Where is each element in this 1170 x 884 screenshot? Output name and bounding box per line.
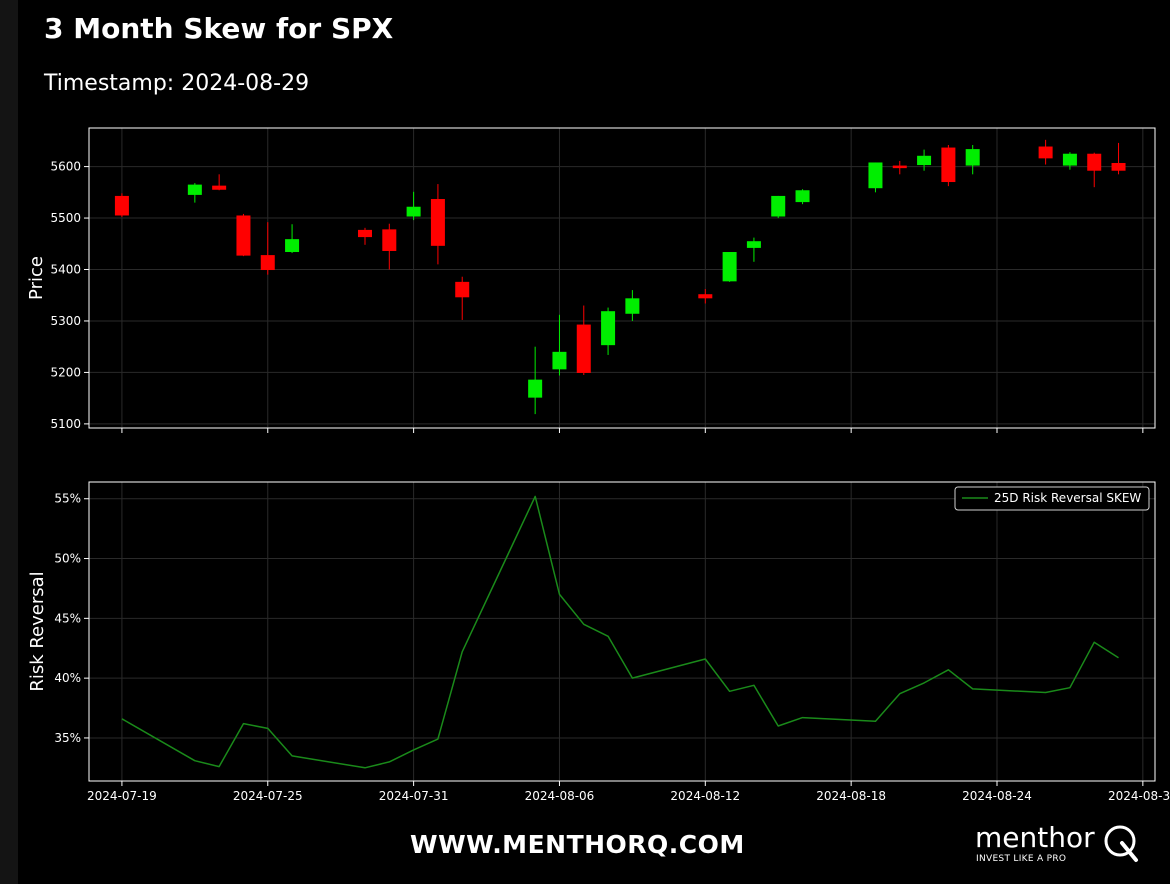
price-ytick-label: 5300 <box>50 314 81 328</box>
candle-body <box>212 185 227 190</box>
rr-ytick-label: 40% <box>54 671 81 685</box>
candle-body <box>528 379 543 398</box>
chart-title: 3 Month Skew for SPX <box>44 12 394 45</box>
rr-legend: 25D Risk Reversal SKEW <box>954 486 1150 511</box>
menthorq-logo: menthor INVEST LIKE A PRO <box>975 822 1145 868</box>
rr-ytick-label: 50% <box>54 552 81 566</box>
price-ytick-label: 5200 <box>50 365 81 379</box>
rr-ytick-label: 35% <box>54 731 81 745</box>
rr-ytick-label: 55% <box>54 492 81 506</box>
rr-xtick-label: 2024-08-06 <box>525 789 595 803</box>
candle-body <box>795 190 810 203</box>
risk-reversal-line <box>121 495 1119 769</box>
logo-tagline: INVEST LIKE A PRO <box>976 854 1067 864</box>
candle-body <box>1087 153 1102 171</box>
candle-body <box>941 147 956 183</box>
candle-body <box>1038 146 1053 159</box>
candle-body <box>260 255 275 271</box>
rr-xtick-label: 2024-08-30 <box>1108 789 1170 803</box>
rr-frame <box>88 481 1156 782</box>
candle-body <box>406 206 421 217</box>
candle-body <box>1062 153 1077 166</box>
rr-xtick-label: 2024-08-12 <box>670 789 740 803</box>
candle-body <box>601 311 616 346</box>
candle-body <box>722 252 737 282</box>
candle-body <box>625 298 640 314</box>
legend-label: 25D Risk Reversal SKEW <box>994 491 1141 505</box>
price-ytick-label: 5600 <box>50 160 81 174</box>
price-axis-title: Price <box>26 256 47 300</box>
candle-body <box>357 229 372 238</box>
timestamp-label: Timestamp: 2024-08-29 <box>44 71 310 96</box>
price-ytick-label: 5100 <box>50 417 81 431</box>
candle-body <box>1111 162 1126 171</box>
candle-body <box>698 294 713 299</box>
candle-body <box>771 195 786 217</box>
candle-body <box>382 229 397 251</box>
rr-xtick-label: 2024-08-24 <box>962 789 1032 803</box>
candle-body <box>576 324 591 373</box>
candle-body <box>892 165 907 169</box>
rr-axis-title: Risk Reversal <box>27 571 48 691</box>
price-frame <box>88 127 1156 429</box>
logo-wordmark: menthor <box>975 821 1095 854</box>
rr-xtick-label: 2024-08-18 <box>816 789 886 803</box>
candle-body <box>114 195 129 216</box>
rr-xtick-label: 2024-07-31 <box>379 789 449 803</box>
candle-body <box>917 155 932 166</box>
rr-xtick-label: 2024-07-19 <box>87 789 157 803</box>
left-edge-strip <box>0 0 18 884</box>
logo-q-icon <box>1104 825 1138 862</box>
candle-body <box>552 351 567 370</box>
candle-body <box>187 184 202 195</box>
legend-box <box>954 486 1150 511</box>
rr-ytick-label: 45% <box>54 611 81 625</box>
price-ytick-label: 5400 <box>50 263 81 277</box>
candle-body <box>965 149 980 166</box>
candle-body <box>746 241 761 248</box>
candle-body <box>430 199 445 246</box>
price-ytick-label: 5500 <box>50 211 81 225</box>
price-panel: 5100 5200 5300 5400 5500 5600 Price <box>26 127 1156 433</box>
candle-body <box>455 281 470 298</box>
risk-reversal-panel: 2024-07-19 2024-07-25 2024-07-31 2024-08-06… <box>27 481 1170 803</box>
footer-website[interactable]: WWW.MENTHORQ.COM <box>410 830 745 859</box>
candle-body <box>285 239 300 253</box>
candle-body <box>236 215 251 256</box>
rr-xtick-label: 2024-07-25 <box>233 789 303 803</box>
candle-body <box>868 162 883 189</box>
